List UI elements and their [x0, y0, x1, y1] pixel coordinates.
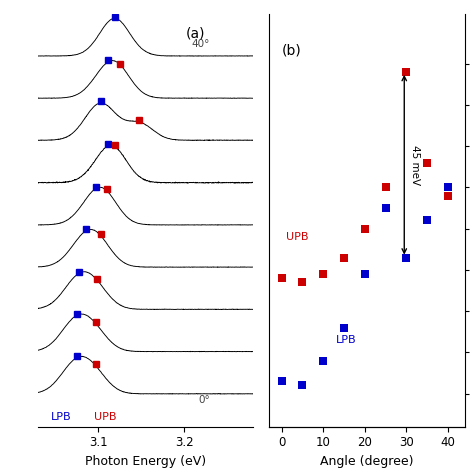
Point — [382, 204, 389, 212]
Text: LPB: LPB — [51, 411, 72, 421]
X-axis label: Photon Energy (eV): Photon Energy (eV) — [85, 455, 206, 468]
Point — [361, 225, 369, 232]
Point — [319, 270, 327, 278]
Point — [444, 192, 452, 200]
Point — [444, 183, 452, 191]
Point — [402, 68, 410, 76]
Text: LPB: LPB — [336, 335, 356, 345]
Point — [319, 357, 327, 365]
Point — [340, 254, 348, 261]
Point — [299, 278, 306, 286]
Point — [423, 159, 431, 166]
Point — [402, 254, 410, 261]
Text: UPB: UPB — [94, 411, 116, 421]
Text: 0°: 0° — [198, 395, 210, 405]
Text: UPB: UPB — [286, 232, 308, 242]
Text: 45 meV: 45 meV — [410, 145, 420, 185]
Text: (b): (b) — [282, 43, 301, 57]
Point — [278, 377, 285, 385]
Text: (a): (a) — [186, 26, 206, 40]
Point — [382, 183, 389, 191]
Point — [278, 274, 285, 282]
Point — [423, 217, 431, 224]
Point — [361, 270, 369, 278]
Point — [299, 382, 306, 389]
Text: 40°: 40° — [191, 39, 210, 49]
X-axis label: Angle (degree): Angle (degree) — [320, 455, 414, 468]
Point — [340, 324, 348, 331]
